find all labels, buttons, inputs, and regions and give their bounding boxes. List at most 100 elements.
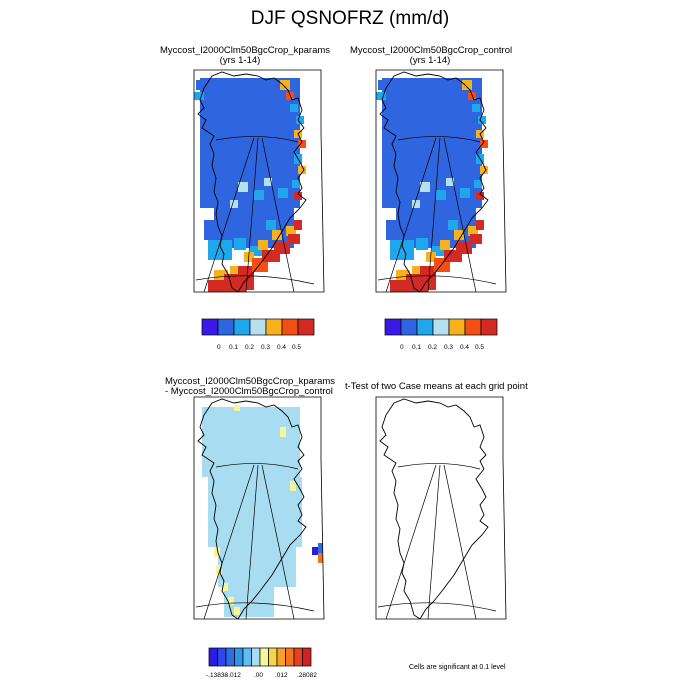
colorbar-swatch: [285, 647, 295, 667]
grid-cell: [436, 190, 446, 200]
grid-cell: [424, 280, 436, 290]
grid-cell: [474, 180, 482, 188]
grid-cell: [472, 104, 480, 112]
grid-cell: [420, 266, 436, 280]
grid-cell: [254, 190, 264, 200]
graticule-lines: [377, 602, 497, 612]
panel-title-top-right: Myccost_I2000Clm50BgcCrop_control: [350, 45, 513, 56]
grid-cell: [478, 116, 486, 124]
colorbar-swatch: [400, 318, 418, 336]
grid-cell: [404, 284, 420, 292]
grid-cell: [294, 192, 302, 200]
grid-cell: [386, 220, 436, 240]
figure-title: DJF QSNOFRZ (mm/d): [250, 8, 450, 29]
map-bottom-left: [193, 396, 325, 620]
grid-cell: [318, 543, 324, 553]
grid-cell: [480, 140, 488, 148]
colorbar-swatch: [234, 647, 244, 667]
colorbar-top-left: [201, 318, 315, 336]
tick-label: 0.1: [229, 344, 239, 351]
grid-cell: [234, 607, 240, 615]
colorbar-swatch: [268, 647, 278, 667]
colorbar-swatch: [384, 318, 402, 336]
map-bottom-right: [375, 396, 507, 620]
colorbar-swatch: [217, 318, 235, 336]
grid-cell: [214, 547, 220, 557]
colorbar-swatch: [276, 647, 286, 667]
grid-cell: [318, 553, 324, 563]
tick-label: 0: [400, 344, 404, 351]
grid-cell: [378, 80, 388, 90]
grid-cell: [412, 266, 422, 276]
grid-cell: [298, 140, 306, 148]
greenland-coastline: [379, 398, 489, 620]
graticule-lines: [215, 463, 299, 470]
grid-cell: [448, 220, 458, 230]
map-frame: [375, 69, 507, 293]
grid-cell: [294, 220, 302, 230]
map-frame: [193, 396, 325, 620]
colorbar-swatch: [201, 318, 219, 336]
tick-label: 0.5: [292, 344, 302, 351]
grid-cell: [238, 182, 248, 192]
map-cells: [376, 78, 488, 292]
graticule-lines: [385, 137, 477, 293]
grid-cell: [218, 547, 296, 587]
colorbar-swatch: [251, 647, 261, 667]
panel-subtitle-top-left: (yrs 1-14): [219, 55, 261, 66]
grid-cell: [440, 240, 450, 250]
graticule-lines: [195, 602, 315, 612]
tick-label: 0.2: [428, 344, 438, 351]
grid-cell: [208, 477, 302, 547]
grid-cell: [288, 234, 300, 244]
colorbar-swatch: [233, 318, 251, 336]
grid-cell: [208, 280, 226, 292]
grid-cell: [222, 284, 238, 292]
panel-title-bottom-left-line2: - Myccost_I2000Clm50BgcCrop_control: [165, 386, 333, 397]
colorbar-swatch: [432, 318, 450, 336]
grid-cell: [468, 226, 478, 236]
colorbar-swatch: [259, 647, 269, 667]
tick-label: -.012: [226, 672, 241, 679]
graticule-lines: [385, 464, 477, 620]
grid-cell: [416, 238, 428, 250]
grid-cell: [376, 92, 386, 100]
grid-cell: [216, 565, 222, 575]
colorbar-top-right: [384, 318, 498, 336]
grid-cell: [446, 178, 454, 186]
grid-cell: [194, 92, 204, 100]
grid-cell: [298, 166, 306, 174]
grid-cell: [200, 78, 300, 208]
colorbar-swatch: [217, 647, 227, 667]
grid-cell: [228, 597, 234, 605]
colorbar-swatch: [416, 318, 434, 336]
grid-cell: [264, 178, 272, 186]
tick-label: 0.5: [475, 344, 485, 351]
grid-cell: [286, 226, 296, 236]
grid-cell: [290, 481, 296, 491]
tick-label: -.13838: [206, 672, 229, 679]
graticule-lines: [203, 464, 295, 620]
grid-cell: [420, 182, 430, 192]
colorbar-swatch: [302, 647, 312, 667]
colorbar-swatch: [480, 318, 498, 336]
colorbar-swatch: [249, 318, 267, 336]
tick-label: 0.4: [277, 344, 287, 351]
grid-cell: [460, 188, 470, 198]
grid-cell: [382, 78, 482, 208]
tick-label: 0.2: [245, 344, 255, 351]
graticule-lines: [195, 275, 315, 285]
map-cells: [194, 78, 306, 292]
grid-cell: [480, 166, 488, 174]
map-cells: [202, 405, 324, 617]
grid-cell: [214, 270, 228, 280]
grid-cell: [278, 188, 288, 198]
panel-title-bottom-right: t-Test of two Case means at each grid po…: [345, 381, 528, 392]
grid-cell: [230, 266, 240, 276]
colorbar-swatch: [293, 647, 303, 667]
grid-cell: [390, 280, 408, 292]
grid-cell: [280, 427, 286, 437]
grid-cell: [470, 234, 482, 244]
grid-cell: [476, 220, 484, 230]
